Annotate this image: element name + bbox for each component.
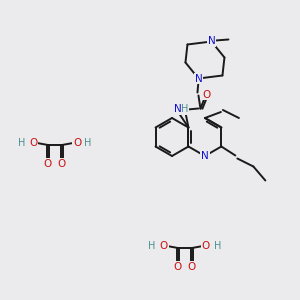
Text: N: N — [201, 151, 209, 161]
Text: H: H — [84, 138, 92, 148]
Text: N: N — [174, 104, 181, 115]
Text: O: O — [188, 262, 196, 272]
Text: N: N — [195, 74, 202, 83]
Text: H: H — [181, 104, 188, 115]
Text: O: O — [29, 138, 37, 148]
Text: O: O — [202, 241, 210, 251]
Text: O: O — [202, 89, 211, 100]
Text: O: O — [58, 159, 66, 169]
Text: H: H — [148, 241, 156, 251]
Text: O: O — [174, 262, 182, 272]
Text: N: N — [208, 37, 215, 46]
Text: H: H — [214, 241, 222, 251]
Text: O: O — [160, 241, 168, 251]
Text: H: H — [18, 138, 26, 148]
Text: O: O — [73, 138, 81, 148]
Text: O: O — [44, 159, 52, 169]
